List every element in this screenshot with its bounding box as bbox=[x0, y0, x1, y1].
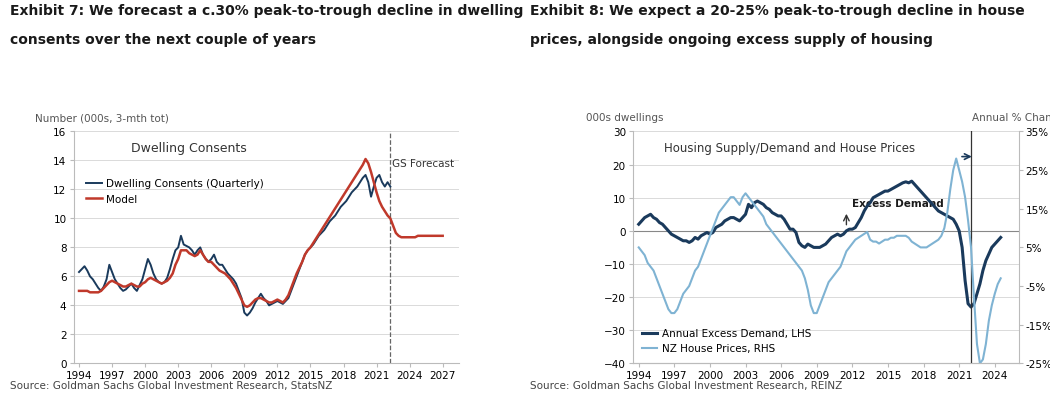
Text: Exhibit 8: We expect a 20-25% peak-to-trough decline in house: Exhibit 8: We expect a 20-25% peak-to-tr… bbox=[530, 4, 1025, 18]
Text: Number (000s, 3-mth tot): Number (000s, 3-mth tot) bbox=[35, 113, 169, 123]
Text: consents over the next couple of years: consents over the next couple of years bbox=[10, 33, 316, 47]
Text: Excess Demand: Excess Demand bbox=[853, 198, 944, 208]
Text: Housing Supply/Demand and House Prices: Housing Supply/Demand and House Prices bbox=[664, 141, 915, 154]
Text: prices, alongside ongoing excess supply of housing: prices, alongside ongoing excess supply … bbox=[530, 33, 933, 47]
Text: GS Forecast: GS Forecast bbox=[392, 158, 454, 168]
Text: Dwelling Consents: Dwelling Consents bbox=[131, 141, 247, 154]
Legend: Annual Excess Demand, LHS, NZ House Prices, RHS: Annual Excess Demand, LHS, NZ House Pric… bbox=[642, 328, 811, 354]
Text: Annual % Change: Annual % Change bbox=[972, 113, 1050, 123]
Legend: Dwelling Consents (Quarterly), Model: Dwelling Consents (Quarterly), Model bbox=[86, 179, 264, 204]
Text: 000s dwellings: 000s dwellings bbox=[587, 113, 664, 123]
Text: Source: Goldman Sachs Global Investment Research, StatsNZ: Source: Goldman Sachs Global Investment … bbox=[10, 380, 333, 390]
Text: Source: Goldman Sachs Global Investment Research, REINZ: Source: Goldman Sachs Global Investment … bbox=[530, 380, 842, 390]
Text: Exhibit 7: We forecast a c.30% peak-to-trough decline in dwelling: Exhibit 7: We forecast a c.30% peak-to-t… bbox=[10, 4, 524, 18]
